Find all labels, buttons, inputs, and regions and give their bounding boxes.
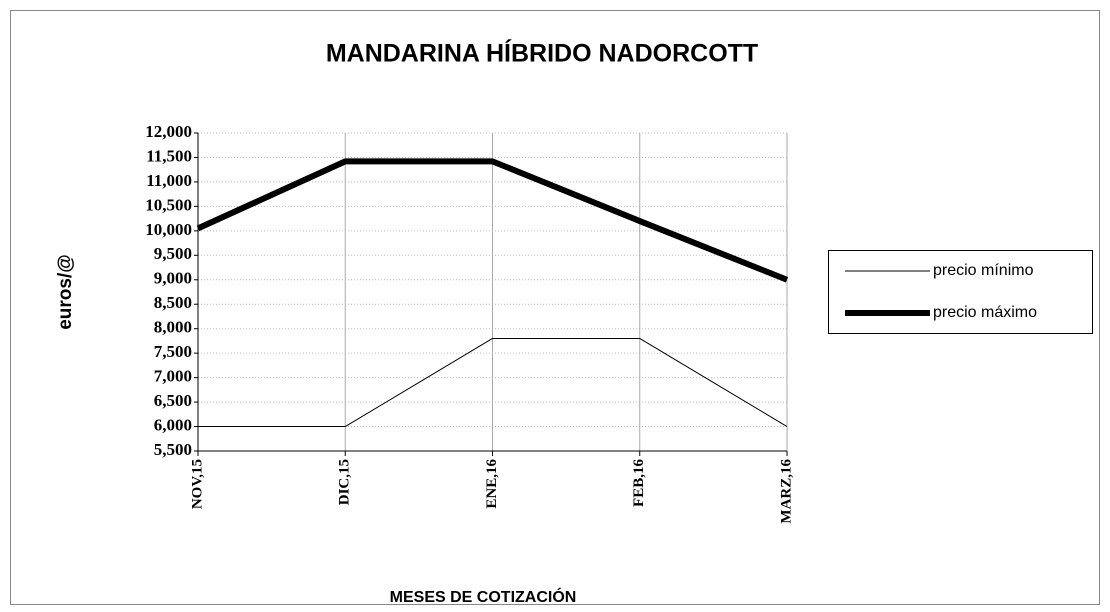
y-tick-label: 6,000: [154, 415, 192, 434]
y-tick-label: 11,000: [146, 171, 192, 190]
legend-box: [828, 250, 1093, 334]
y-tick-label: 9,000: [154, 269, 192, 288]
y-tick-label: 5,500: [154, 440, 192, 459]
y-tick-label: 8,500: [154, 293, 192, 312]
y-tick-label: 6,500: [154, 391, 192, 410]
y-tick-label: 11,500: [146, 146, 192, 165]
y-tick-label: 8,000: [154, 318, 192, 337]
x-axis-title: MESES DE COTIZACIÓN: [390, 587, 577, 606]
x-tick-label: MARZ,16: [778, 459, 794, 524]
x-tick-label: ENE,16: [484, 459, 500, 509]
x-tick-label: DIC,15: [337, 459, 353, 505]
y-tick-label: 9,500: [154, 244, 192, 263]
y-tick-label: 7,500: [154, 342, 192, 361]
legend-label: precio máximo: [933, 304, 1037, 321]
series-line: [198, 337, 788, 428]
x-tick-label: NOV,15: [189, 459, 205, 509]
y-tick-label: 12,000: [145, 122, 192, 141]
y-axis-title: euros/@: [55, 254, 76, 330]
chart-title: MANDARINA HÍBRIDO NADORCOTT: [326, 39, 758, 68]
y-tick-label: 7,000: [154, 367, 192, 386]
y-tick-label: 10,000: [145, 220, 192, 239]
y-tick-label: 10,500: [145, 195, 192, 214]
x-tick-label: FEB,16: [631, 459, 647, 507]
legend-label: precio mínimo: [933, 262, 1034, 279]
series-line: [196, 158, 789, 283]
